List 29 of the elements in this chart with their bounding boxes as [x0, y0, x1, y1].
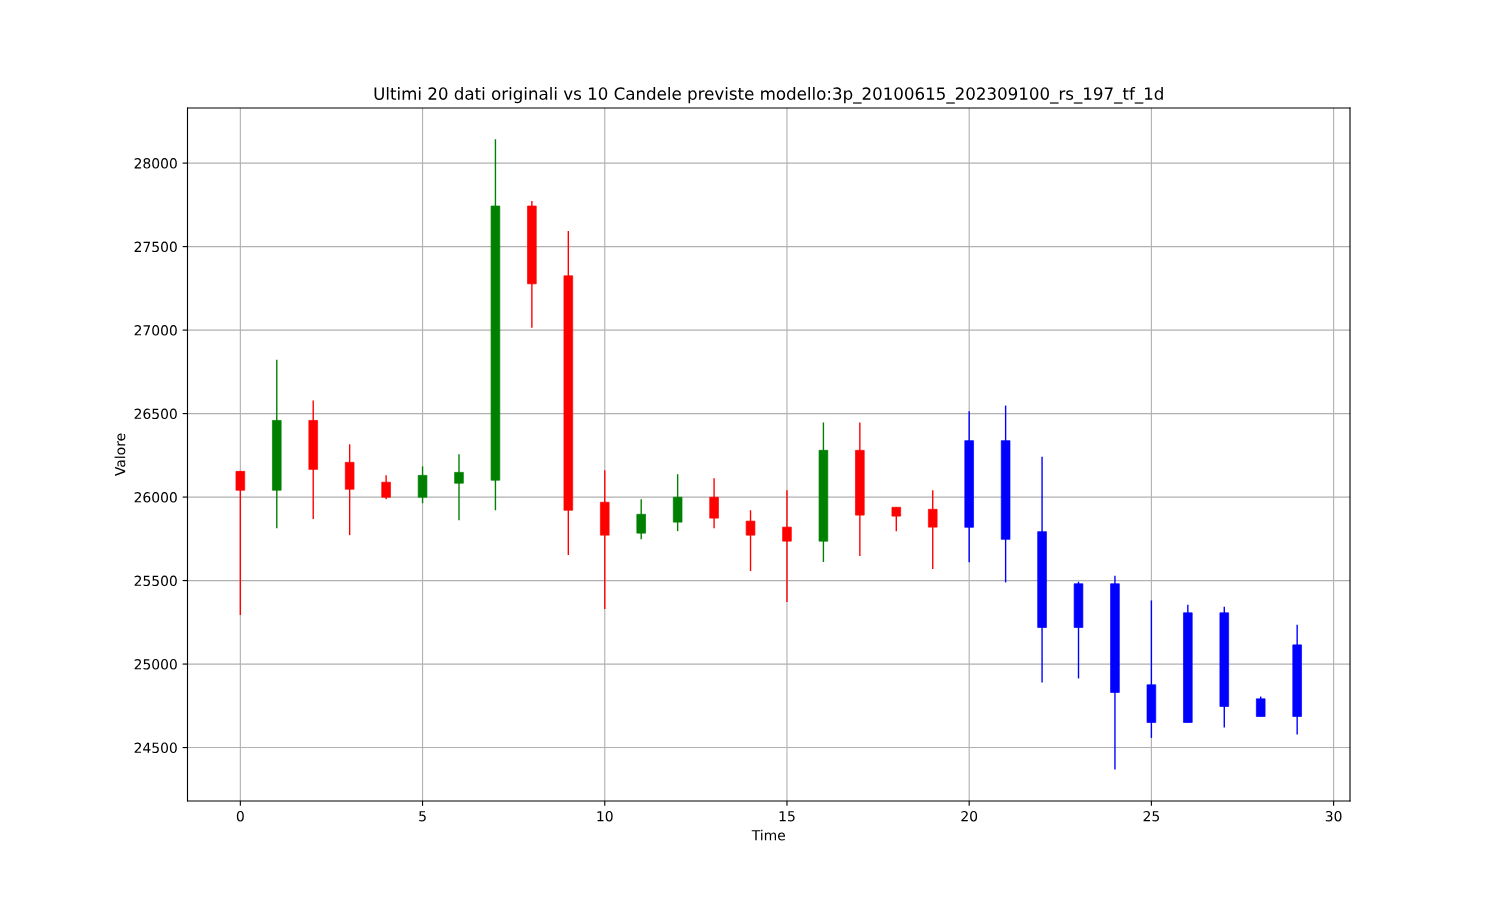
y-tick-label: 25000	[134, 659, 177, 670]
x-axis-title: Time	[751, 829, 785, 841]
candlestick	[417, 465, 428, 504]
y-tick-label: 26000	[134, 492, 177, 503]
candlestick	[782, 489, 792, 603]
candlestick	[745, 509, 756, 572]
y-tick-label: 27500	[134, 241, 177, 253]
x-tick-label: 15	[779, 811, 795, 822]
x-tick-label: 30	[1325, 810, 1342, 822]
candlestick	[928, 489, 938, 570]
y-tick-label: 28000	[134, 158, 177, 169]
candlestick	[891, 506, 902, 532]
x-tick-label: 25	[1143, 810, 1160, 822]
candlestick	[381, 474, 391, 500]
candlestick	[636, 498, 646, 540]
y-axis-title: Valore	[114, 433, 126, 477]
x-tick-label: 20	[961, 810, 978, 822]
y-tick-label: 25500	[134, 575, 177, 587]
candlestick	[1255, 695, 1266, 718]
chart-title: Ultimi 20 dati originali vs 10 Candele previste modello:3p_20100615_202309100_rs_197_tf_1d	[374, 87, 1163, 104]
x-tick-label: 5	[419, 811, 426, 822]
candlestick	[454, 453, 464, 521]
candlestick	[709, 477, 719, 529]
y-tick-label: 26500	[134, 408, 177, 420]
x-tick-label: 10	[597, 810, 613, 822]
y-tick-label: 24500	[134, 742, 177, 754]
x-tick-label: 0	[236, 810, 244, 822]
candlestick	[235, 470, 246, 616]
y-tick-label: 27000	[134, 325, 177, 336]
